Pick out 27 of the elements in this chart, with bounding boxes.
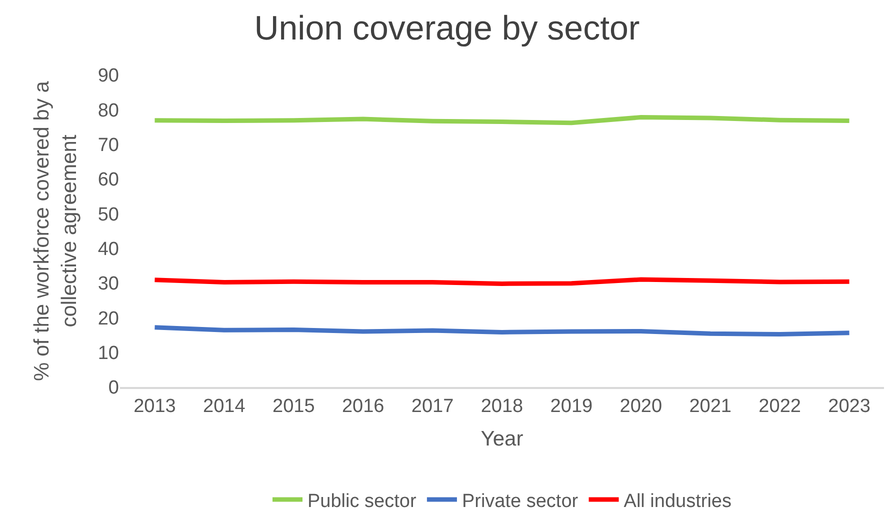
x-tick-label: 2018 [480, 396, 524, 417]
x-tick-label: 2016 [342, 396, 384, 417]
x-tick-label: 2017 [411, 396, 454, 417]
y-tick-label: 80 [98, 100, 119, 122]
y-tick-label: 0 [108, 378, 119, 399]
x-tick-label: 2015 [272, 396, 315, 417]
x-axis-title: Year [480, 428, 524, 450]
y-tick-label: 60 [98, 170, 119, 191]
y-tick-label: 20 [98, 308, 119, 330]
y-axis-title: % of the workforce covered by a collective agreement [30, 80, 82, 381]
x-tick-label: 2023 [828, 396, 870, 417]
legend-label: All industries [624, 490, 732, 512]
legend-label: Private sector [462, 490, 579, 512]
x-tick-label: 2020 [620, 396, 662, 417]
chart-title: Union coverage by sector [254, 10, 640, 48]
legend-label: Public sector [308, 490, 417, 512]
x-tick-label: 2013 [134, 396, 176, 417]
x-tick-label: 2019 [550, 396, 593, 417]
x-tick-label: 2014 [203, 396, 246, 417]
y-tick-label: 70 [98, 134, 119, 156]
y-tick-label: 50 [98, 204, 119, 226]
x-tick-label: 2022 [758, 396, 801, 417]
y-tick-label: 30 [98, 274, 119, 295]
x-tick-label: 2021 [689, 396, 732, 417]
y-tick-label: 10 [98, 342, 119, 364]
y-tick-label: 90 [98, 66, 119, 87]
y-tick-label: 40 [98, 238, 119, 260]
